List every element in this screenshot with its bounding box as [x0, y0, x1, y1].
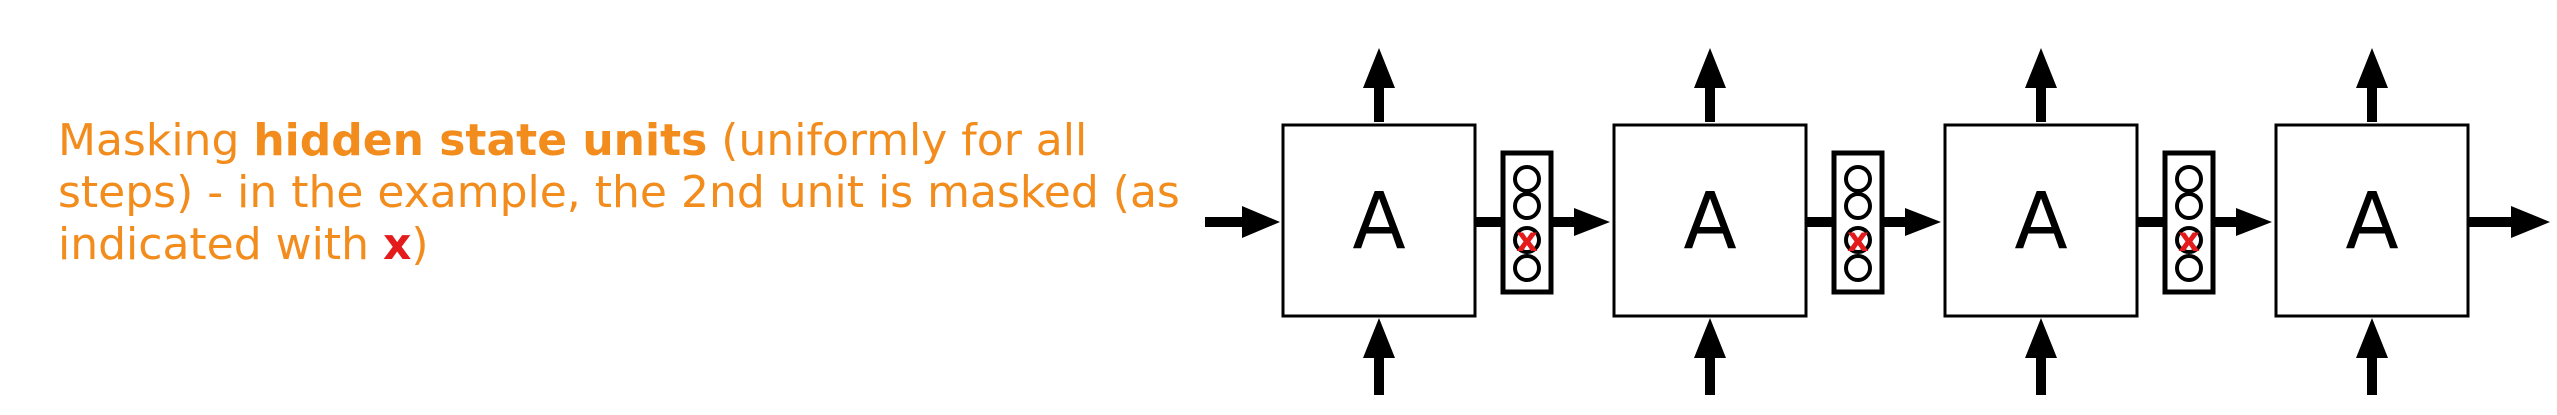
hidden-unit [2175, 254, 2203, 282]
top-arrow [2025, 48, 2057, 122]
mask-x: x [1516, 220, 1538, 260]
hidden-unit [1844, 165, 1872, 193]
hidden-unit [1513, 254, 1541, 282]
hidden-state-connector: x [1806, 150, 1941, 295]
cell-label: A [2014, 177, 2067, 267]
rnn-cell: A [1612, 123, 1808, 318]
mask-x: x [1847, 220, 1869, 260]
hidden-unit [1513, 165, 1541, 193]
hidden-unit [1844, 254, 1872, 282]
top-arrow [1694, 48, 1726, 122]
hidden-unit-masked [1844, 226, 1872, 254]
hidden-unit-masked [2175, 226, 2203, 254]
cell-label: A [2345, 177, 2398, 267]
caption-x-mark: x [383, 219, 412, 270]
hidden-unit [1513, 192, 1541, 220]
caption-part2: (uniformly for all steps) - in the examp… [58, 115, 1180, 270]
caption-part3: ) [411, 219, 429, 270]
hidden-state-connector: x [2137, 150, 2272, 295]
bottom-arrow [2356, 318, 2388, 395]
hidden-unit-masked [1513, 226, 1541, 254]
bottom-arrow [1363, 318, 1395, 395]
rnn-cell: A [1943, 123, 2139, 318]
hidden-state-connector: x [1475, 150, 1610, 295]
bottom-arrow [1694, 318, 1726, 395]
output-arrow [2468, 206, 2550, 238]
top-arrow [2356, 48, 2388, 122]
rnn-cell: A [1281, 123, 1477, 318]
input-arrow [1205, 206, 1280, 238]
caption-part1: Masking [58, 115, 254, 166]
hidden-unit [2175, 192, 2203, 220]
top-arrow [1363, 48, 1395, 122]
hidden-unit [2175, 165, 2203, 193]
caption: Masking hidden state units (uniformly fo… [58, 115, 1188, 271]
cell-label: A [1683, 177, 1736, 267]
mask-x: x [2178, 220, 2200, 260]
rnn-cell: A [2274, 123, 2470, 318]
cell-label: A [1352, 177, 1405, 267]
bottom-arrow [2025, 318, 2057, 395]
caption-bold: hidden state units [253, 115, 708, 166]
hidden-unit [1844, 192, 1872, 220]
